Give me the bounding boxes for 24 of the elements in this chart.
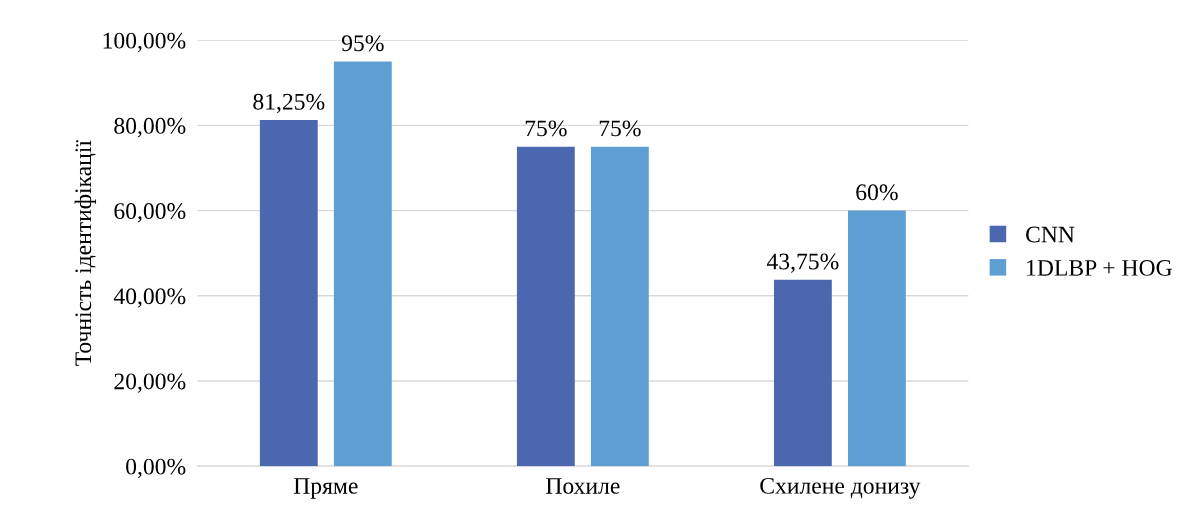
data-label: 81,25% [253,93,325,114]
x-tick-label: Схилене донизу [760,477,921,499]
data-label: 43,75% [766,253,839,273]
y-tick-label: 60,00% [114,203,186,223]
x-tick-label: Похиле [546,478,620,494]
y-axis-title: Точність ідентифікації [74,140,97,366]
bar [333,61,392,467]
data-label: 75% [599,120,641,137]
bar [847,210,906,467]
bar [259,120,318,467]
data-label: 60% [856,184,898,201]
y-tick-label: 20,00% [114,373,186,393]
y-tick-label: 100,00% [103,32,186,53]
bar [516,146,575,467]
y-tick-label: 40,00% [113,288,186,308]
bar [590,146,649,467]
legend-label: CNN [1026,226,1075,243]
y-tick-label: 0,00% [126,458,186,478]
bar [773,279,832,467]
legend-label: 1DLBP + HOG [1027,259,1172,276]
x-tick-label: Пряме [293,478,358,499]
data-label: 75% [525,120,567,137]
data-label: 95% [341,35,384,52]
y-tick-label: 80,00% [114,117,186,138]
